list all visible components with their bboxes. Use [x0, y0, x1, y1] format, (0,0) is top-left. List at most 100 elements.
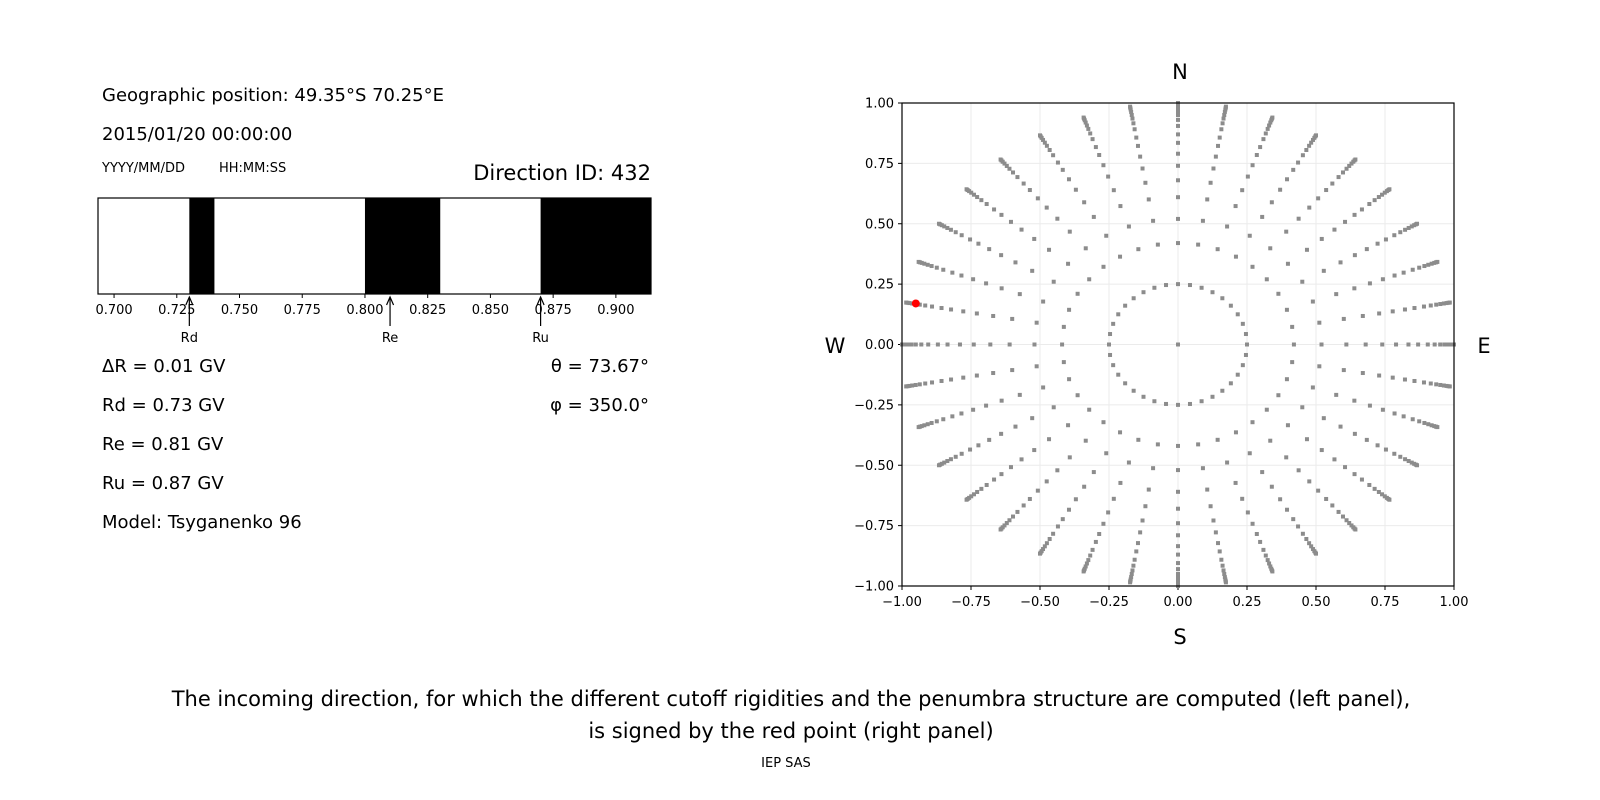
- direction-point: [1261, 137, 1266, 142]
- direction-point: [929, 264, 934, 269]
- direction-point: [1041, 385, 1046, 390]
- direction-point: [959, 233, 964, 238]
- direction-point: [1261, 547, 1266, 552]
- direction-point: [1051, 153, 1056, 158]
- direction-point: [1434, 302, 1439, 307]
- direction-point: [959, 451, 964, 456]
- direction-point: [971, 492, 976, 497]
- y-tick-label: 0.75: [865, 157, 894, 172]
- direction-point: [1140, 166, 1145, 171]
- direction-point: [1401, 414, 1406, 419]
- direction-point: [913, 342, 918, 347]
- direction-point: [1225, 460, 1230, 465]
- direction-point: [999, 472, 1004, 477]
- direction-point: [1032, 448, 1037, 453]
- direction-point: [1129, 109, 1134, 114]
- direction-point: [1340, 170, 1345, 175]
- direction-point: [1429, 261, 1434, 266]
- direction-point: [1155, 242, 1160, 247]
- direction-point: [1390, 309, 1395, 314]
- direction-point: [1101, 420, 1106, 425]
- forbidden-band: [189, 198, 215, 294]
- direction-point: [1176, 140, 1180, 145]
- direction-point: [1210, 394, 1215, 399]
- direction-point: [1075, 291, 1080, 296]
- direction-point: [1135, 541, 1140, 546]
- direction-point: [1330, 503, 1335, 508]
- direction-point: [1220, 121, 1225, 126]
- direction-point: [1055, 524, 1060, 529]
- delta-r: ΔR = 0.01 GV: [102, 356, 226, 377]
- direction-point: [1196, 442, 1201, 447]
- direction-point: [1250, 264, 1255, 269]
- footer: IEP SAS: [761, 756, 811, 771]
- direction-point: [1130, 568, 1135, 573]
- direction-point: [939, 378, 944, 383]
- direction-point: [1377, 311, 1382, 316]
- direction-point: [945, 459, 950, 464]
- direction-point: [1264, 277, 1269, 282]
- direction-point: [1004, 163, 1009, 168]
- direction-point: [1447, 300, 1452, 305]
- direction-point: [1086, 558, 1091, 563]
- direction-point: [1310, 385, 1315, 390]
- direction-point: [1210, 290, 1215, 295]
- direction-point: [975, 195, 980, 200]
- direction-point: [1341, 316, 1346, 321]
- direction-point: [1435, 425, 1440, 430]
- direction-point: [929, 420, 934, 425]
- arrow-head-icon: [536, 295, 545, 306]
- direction-point: [1243, 352, 1248, 357]
- direction-point: [984, 482, 989, 487]
- direction-point: [1344, 166, 1349, 171]
- direction-point: [1047, 537, 1052, 542]
- direction-point: [1250, 521, 1255, 526]
- direction-point: [1422, 420, 1427, 425]
- direction-point: [1044, 143, 1049, 148]
- direction-point: [1442, 342, 1447, 347]
- direction-point: [1285, 423, 1290, 428]
- direction-point: [1338, 260, 1343, 265]
- direction-point: [1270, 115, 1275, 120]
- direction-point: [910, 383, 915, 388]
- direction-point: [1284, 377, 1289, 382]
- direction-point: [1307, 205, 1312, 210]
- direction-point: [1300, 279, 1305, 284]
- direction-point: [1409, 224, 1414, 229]
- direction-point: [1140, 518, 1145, 523]
- direction-point: [1097, 153, 1102, 158]
- direction-point: [1353, 157, 1358, 162]
- direction-point: [1216, 541, 1221, 546]
- direction-point: [1406, 342, 1411, 347]
- direction-point: [974, 311, 979, 316]
- direction-point: [1367, 202, 1372, 207]
- direction-point: [1075, 393, 1080, 398]
- direction-point: [1422, 264, 1427, 269]
- direction-point: [1107, 342, 1111, 347]
- direction-point: [1155, 442, 1160, 447]
- direction-point: [1073, 187, 1078, 192]
- direction-point: [1347, 163, 1352, 168]
- direction-point: [1200, 218, 1205, 223]
- direction-point: [1247, 451, 1252, 456]
- direction-point: [999, 431, 1004, 436]
- direction-point: [1269, 200, 1274, 205]
- direction-point: [906, 342, 911, 347]
- direction-point: [1044, 205, 1049, 210]
- direction-point: [917, 382, 922, 387]
- direction-point: [1254, 153, 1259, 158]
- direction-point: [942, 224, 947, 229]
- direction-point: [1123, 303, 1128, 308]
- direction-point: [1044, 479, 1049, 484]
- direction-point: [1352, 212, 1357, 217]
- direction-point: [959, 273, 964, 278]
- direction-point: [1176, 178, 1180, 183]
- direction-point: [1284, 229, 1289, 234]
- direction-point: [1338, 424, 1343, 429]
- direction-point: [1176, 506, 1180, 511]
- direction-point: [1082, 200, 1087, 205]
- direction-point: [925, 422, 930, 427]
- direction-point: [1042, 544, 1047, 549]
- x-tick-label: 0.75: [1371, 595, 1400, 610]
- re-value: Re = 0.81 GV: [102, 434, 224, 455]
